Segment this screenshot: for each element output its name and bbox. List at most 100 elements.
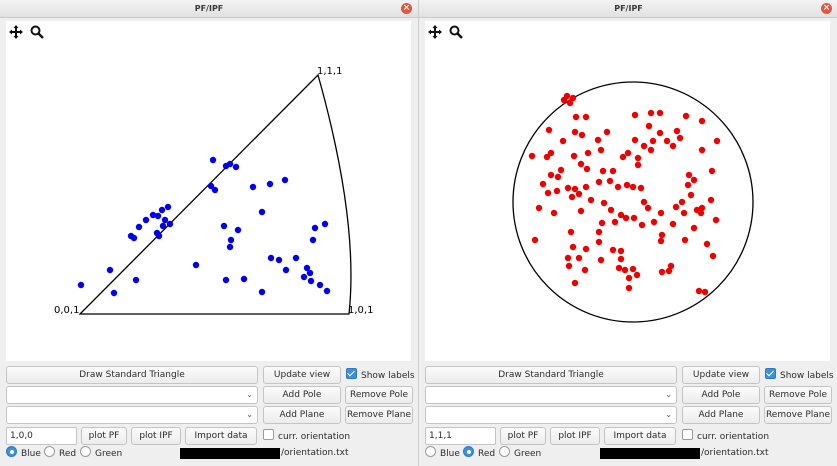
color-radio-blue[interactable]: Blue — [425, 446, 460, 460]
redacted-path — [600, 448, 700, 459]
import-data-button[interactable]: Import data — [185, 427, 257, 445]
data-point — [220, 222, 228, 230]
data-point — [707, 196, 715, 204]
remove-plane-button[interactable]: Remove Plane — [764, 406, 832, 424]
magnifier-icon[interactable] — [30, 25, 44, 39]
data-point — [633, 271, 641, 279]
data-point — [701, 288, 709, 296]
add-plane-button[interactable]: Add Plane — [682, 406, 760, 424]
color-radio-green[interactable]: Green — [80, 446, 122, 460]
show-labels-checkbox[interactable]: Show labels — [346, 368, 415, 382]
radio-dot[interactable] — [499, 446, 510, 457]
data-point — [650, 218, 658, 226]
label-001: 0,0,1 — [54, 305, 79, 316]
plot-pf-button[interactable]: plot PF — [500, 427, 546, 445]
plot-pf-button[interactable]: plot PF — [81, 427, 127, 445]
color-radio-red[interactable]: Red — [44, 446, 76, 460]
data-point — [130, 234, 138, 242]
draw-standard-triangle-button[interactable]: Draw Standard Triangle — [425, 366, 677, 384]
show-labels-checkbox[interactable]: Show labels — [765, 368, 834, 382]
magnifier-icon[interactable] — [449, 25, 463, 39]
radio-dot[interactable] — [44, 446, 55, 457]
add-pole-button[interactable]: Add Pole — [682, 386, 760, 404]
checkbox-box[interactable] — [346, 368, 357, 379]
remove-plane-button[interactable]: Remove Plane — [345, 406, 413, 424]
chevron-down-icon: ⌄ — [665, 390, 672, 399]
direction-input[interactable]: 1,1,1 — [425, 427, 496, 445]
radio-dot[interactable] — [80, 446, 91, 457]
data-point — [232, 163, 240, 171]
data-point — [575, 254, 583, 262]
checkbox-box[interactable] — [765, 368, 776, 379]
data-point — [321, 220, 329, 228]
data-point — [292, 254, 300, 262]
data-point — [629, 183, 637, 191]
pole-select[interactable]: ⌄ — [6, 386, 258, 404]
import-data-button[interactable]: Import data — [604, 427, 676, 445]
data-point — [614, 183, 622, 191]
data-point — [158, 206, 166, 214]
data-point — [645, 122, 653, 130]
draw-standard-triangle-button[interactable]: Draw Standard Triangle — [6, 366, 258, 384]
curr-orientation-checkbox[interactable]: curr. orientation — [682, 429, 769, 443]
data-point — [578, 131, 586, 139]
radio-dot[interactable] — [6, 446, 17, 457]
data-point — [687, 191, 695, 199]
update-view-button[interactable]: Update view — [682, 366, 760, 384]
color-green-label: Green — [95, 449, 123, 459]
window-title: PF/IPF — [194, 4, 224, 13]
data-point — [539, 180, 547, 188]
chevron-down-icon: ⌄ — [246, 390, 253, 399]
data-point — [275, 256, 283, 264]
curr-orientation-checkbox[interactable]: curr. orientation — [263, 429, 350, 443]
data-point — [535, 204, 543, 212]
remove-pole-button[interactable]: Remove Pole — [345, 386, 413, 404]
radio-dot[interactable] — [425, 446, 436, 457]
ipf-points — [77, 156, 331, 297]
data-point — [240, 275, 248, 283]
plane-select[interactable]: ⌄ — [425, 406, 677, 424]
data-point — [571, 279, 579, 287]
plot-ipf-button[interactable]: plot IPF — [131, 427, 181, 445]
data-point — [640, 142, 648, 150]
radio-dot[interactable] — [463, 446, 474, 457]
data-point — [631, 136, 639, 144]
data-point — [698, 146, 706, 154]
ipf-plot-canvas[interactable]: 0,0,1 1,0,1 1,1,1 — [6, 21, 411, 361]
data-point — [569, 94, 577, 102]
remove-pole-button[interactable]: Remove Pole — [764, 386, 832, 404]
data-point — [587, 196, 595, 204]
data-point — [566, 99, 574, 107]
direction-input[interactable]: 1,0,0 — [6, 427, 77, 445]
update-view-button[interactable]: Update view — [263, 366, 341, 384]
color-radio-red[interactable]: Red — [463, 446, 495, 460]
show-labels-label: Show labels — [780, 371, 834, 381]
data-point — [681, 236, 689, 244]
add-pole-button[interactable]: Add Pole — [263, 386, 341, 404]
color-radio-green[interactable]: Green — [499, 446, 541, 460]
pf-plot-canvas[interactable] — [425, 21, 830, 361]
plot-ipf-button[interactable]: plot IPF — [550, 427, 600, 445]
data-point — [545, 126, 553, 134]
add-plane-button[interactable]: Add Plane — [263, 406, 341, 424]
data-point — [560, 96, 568, 104]
checkbox-box[interactable] — [263, 429, 274, 440]
data-point — [306, 269, 314, 277]
data-point — [709, 252, 717, 260]
data-point — [617, 255, 625, 263]
color-radio-blue[interactable]: Blue — [6, 446, 41, 460]
pole-select[interactable]: ⌄ — [425, 386, 677, 404]
data-point — [594, 136, 602, 144]
window-titlebar: PF/IPF × — [419, 0, 837, 18]
data-point — [300, 273, 308, 281]
data-point — [303, 264, 311, 272]
move-arrows-icon[interactable] — [428, 25, 442, 39]
redacted-path — [180, 448, 280, 459]
checkbox-box[interactable] — [682, 429, 693, 440]
stereographic-circle — [512, 81, 754, 323]
data-point — [544, 189, 552, 197]
plane-select[interactable]: ⌄ — [6, 406, 258, 424]
move-arrows-icon[interactable] — [9, 25, 23, 39]
close-icon[interactable]: × — [821, 3, 832, 14]
close-icon[interactable]: × — [401, 3, 412, 14]
